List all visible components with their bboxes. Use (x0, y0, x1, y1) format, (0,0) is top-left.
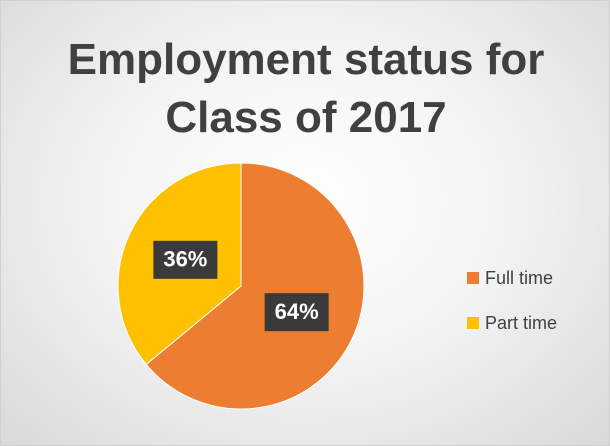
data-label: 36% (163, 247, 207, 272)
data-label-box (153, 240, 218, 279)
pie-slice (145, 162, 365, 410)
legend-swatch (467, 317, 479, 329)
data-label-box (264, 293, 329, 332)
legend-label: Part time (485, 313, 557, 333)
legend-label: Full time (485, 268, 553, 288)
legend-swatch (467, 272, 479, 284)
data-label: 64% (275, 299, 319, 324)
chart-title: Employment status for Class of 2017 (67, 35, 545, 142)
